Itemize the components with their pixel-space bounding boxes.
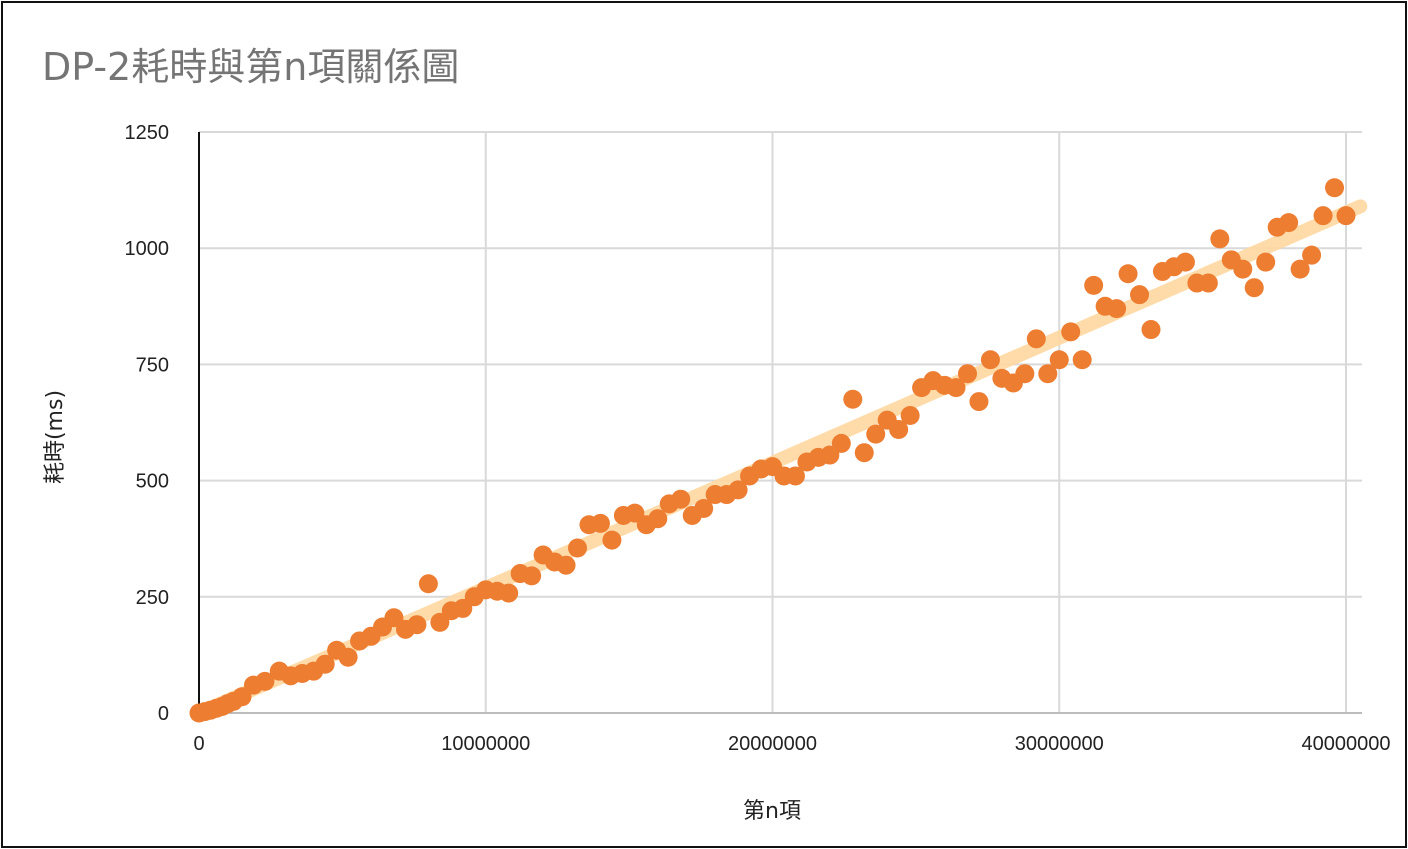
data-point [1279,213,1299,233]
data-point [1141,320,1161,340]
data-point [338,647,358,667]
data-point [843,389,863,409]
data-point [590,513,610,533]
data-point [384,608,404,628]
data-point [1038,364,1058,384]
chart-title: DP-2耗時與第n項關係圖 [42,45,460,89]
data-point [1084,275,1104,295]
data-point [946,378,966,398]
data-point [831,433,851,453]
data-point [1313,206,1333,226]
data-point [232,687,252,707]
data-point [453,598,473,618]
data-point [1061,322,1081,342]
y-tick-label: 1250 [125,122,170,144]
y-tick-label: 0 [158,703,169,725]
data-point [1325,178,1345,198]
x-tick-label: 20000000 [728,733,817,755]
data-point [499,583,519,603]
data-point [671,489,691,509]
data-point [315,654,335,674]
y-tick-label: 1000 [125,238,170,260]
trendline [192,199,1368,720]
y-axis-label: 耗時(ms) [43,390,68,484]
data-points [189,178,1356,723]
x-tick-label: 30000000 [1015,733,1104,755]
data-point [1118,264,1138,284]
axes [198,132,1362,714]
data-point [255,671,275,691]
data-point [602,530,622,550]
data-point [728,480,748,500]
data-point [854,443,874,463]
data-point [1198,273,1218,293]
linear-trendline [192,199,1368,720]
x-tick-label: 10000000 [441,733,530,755]
data-point [1015,364,1035,384]
data-point [1244,278,1264,298]
data-point [1210,229,1230,249]
data-point [430,612,450,632]
data-point [969,392,989,412]
data-point [1175,252,1195,272]
y-tick-label: 250 [136,587,169,609]
data-point [1256,252,1276,272]
data-point [556,555,576,575]
data-point [407,615,427,635]
data-point [694,498,714,518]
y-tick-label: 750 [136,354,169,376]
data-point [1130,285,1150,305]
data-point [1072,350,1092,370]
data-point [1290,259,1310,279]
data-point [889,419,909,439]
y-tick-label: 500 [136,471,169,493]
data-point [900,406,920,426]
data-point [1026,329,1046,349]
data-point [1336,206,1356,226]
data-point [866,424,886,444]
data-point [568,538,588,558]
x-tick-label: 0 [193,733,204,755]
data-point [1233,259,1253,279]
tick-labels: 0 250 500 750 1000 1250 0 10000000 20000000 30000… [125,122,1391,755]
x-tick-label: 40000000 [1302,733,1391,755]
data-point [957,364,977,384]
data-point [820,445,840,465]
data-point [418,574,438,594]
data-point [1049,350,1069,370]
data-point [1107,299,1127,319]
data-point [785,466,805,486]
data-point [1302,245,1322,265]
data-point [980,350,1000,370]
data-point [648,509,668,529]
x-axis-label: 第n項 [743,799,801,824]
data-point [522,566,542,586]
data-point [625,503,645,523]
